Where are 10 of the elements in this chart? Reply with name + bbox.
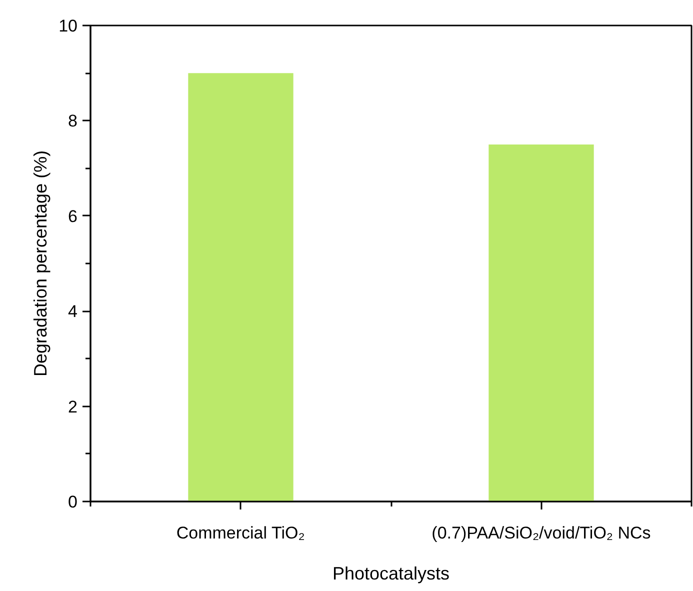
- y-tick-label: 2: [68, 397, 78, 416]
- y-tick-label: 4: [68, 302, 78, 322]
- y-tick-label: 8: [68, 112, 78, 131]
- y-tick-label: 0: [68, 492, 78, 512]
- x-tick-label: (0.7)PAA/SiO₂/void/TiO₂ NCs: [432, 524, 651, 542]
- y-tick-label: 6: [68, 206, 78, 226]
- y-tick-label: 10: [58, 16, 78, 36]
- y-axis-title: Degradation percentage (%): [30, 150, 51, 377]
- x-tick-label: Commercial TiO₂: [176, 524, 305, 542]
- x-axis-title: Photocatalysts: [332, 564, 450, 584]
